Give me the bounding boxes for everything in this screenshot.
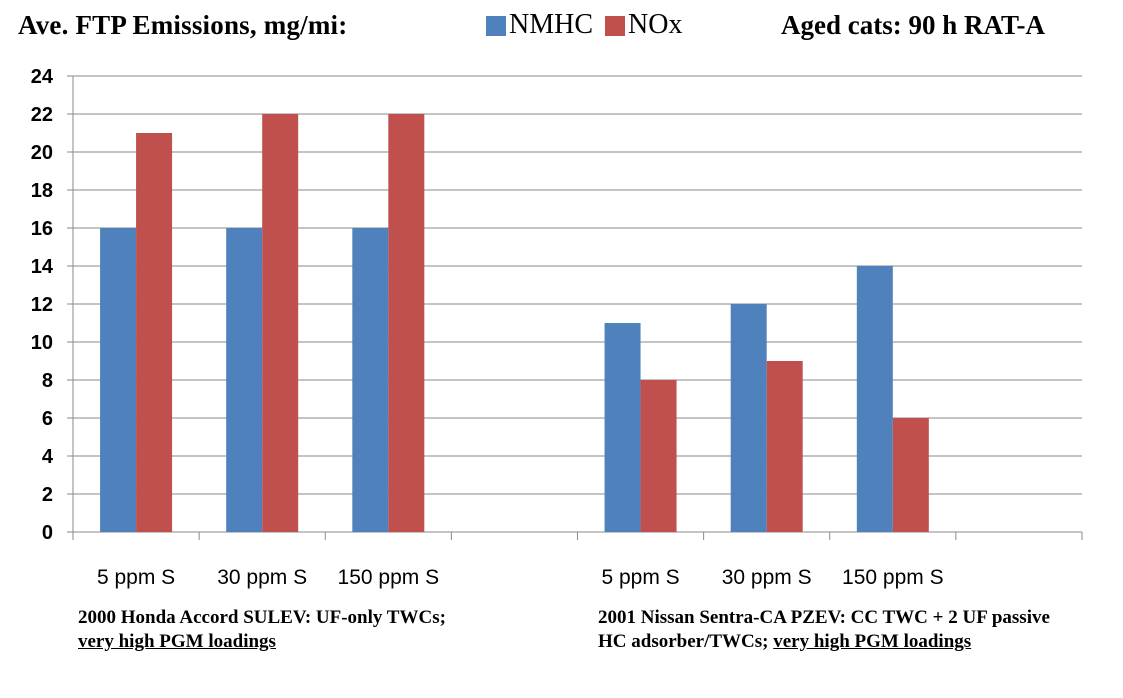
legend-swatch-nox [605,16,626,36]
x-tick-label-4: 5 ppm S [601,566,679,589]
bar-nmhc-4 [604,323,641,532]
legend: NMHC NOx [486,8,694,42]
bar-nox-4 [640,380,677,532]
bar-nox-1 [262,114,299,532]
bar-nmhc-2 [352,228,389,532]
group-caption-nissan: 2001 Nissan Sentra-CA PZEV: CC TWC + 2 U… [598,606,1078,654]
y-tick-label-14: 14 [31,256,54,278]
legend-label-nox: NOx [628,9,683,40]
legend-label-nmhc: NMHC [509,9,594,40]
bar-nox-2 [388,114,425,532]
y-tick-label-2: 2 [42,484,53,506]
bar-nmhc-6 [856,266,893,532]
legend-item-nmhc: NMHC [486,9,593,41]
legend-item-nox: NOx [605,9,682,41]
y-tick-label-12: 12 [31,294,53,316]
bar-nmhc-5 [730,304,767,532]
group-caption-nissan-underlined: very high PGM loadings [773,631,972,652]
x-tick-label-5: 30 ppm S [722,566,812,589]
group-caption-honda-underlined: very high PGM loadings [78,631,276,652]
bar-nox-5 [766,361,803,532]
y-tick-label-10: 10 [31,332,53,354]
bar-nmhc-0 [100,228,137,532]
x-tick-label-6: 150 ppm S [842,566,944,589]
legend-swatch-nmhc [486,16,506,36]
y-tick-label-16: 16 [31,218,53,240]
y-tick-label-22: 22 [31,104,53,126]
group-caption-honda-text: 2000 Honda Accord SULEV: UF-only TWCs; [78,607,446,628]
y-tick-label-8: 8 [42,370,53,392]
bar-nox-6 [892,418,929,532]
chart-subtitle: Aged cats: 90 h RAT-A [781,10,1046,40]
x-tick-label-1: 30 ppm S [217,566,307,589]
y-tick-label-20: 20 [31,142,53,164]
bar-nmhc-1 [226,228,263,532]
y-tick-label-18: 18 [31,180,53,202]
x-tick-label-2: 150 ppm S [338,566,440,589]
group-caption-honda: 2000 Honda Accord SULEV: UF-only TWCs; v… [78,606,478,654]
y-tick-label-4: 4 [42,446,54,468]
chart-title: Ave. FTP Emissions, mg/mi: [18,10,348,40]
y-tick-label-24: 24 [31,66,54,88]
bar-nox-0 [136,133,173,532]
x-tick-label-0: 5 ppm S [97,566,175,589]
y-tick-label-6: 6 [42,408,53,430]
group-caption-nissan-text: 2001 Nissan Sentra-CA PZEV: CC TWC + 2 U… [598,607,1050,652]
y-tick-label-0: 0 [42,522,53,544]
